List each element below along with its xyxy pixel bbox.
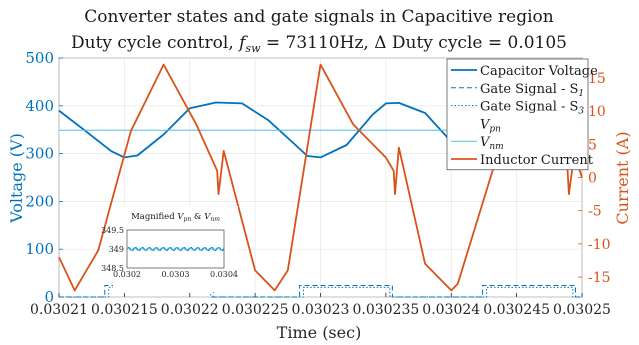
legend-label: Vpn <box>480 117 501 134</box>
x-tick-label: 0.03025 <box>553 302 611 318</box>
x-tick-label: 0.030215 <box>91 302 158 318</box>
y-axis-label-left: Voltage (V) <box>7 133 26 224</box>
x-axis-label: Time (sec) <box>277 323 362 342</box>
y-tick-label-right: 5 <box>588 137 597 153</box>
x-tick-label: 0.03022 <box>161 302 219 318</box>
tick-labels: 0.03021 0.030215 0.03022 0.030225 0.03023 0.0… <box>25 49 611 318</box>
y-tick-label-left: 500 <box>25 49 54 67</box>
inset-y-tick-label: 348.5 <box>101 264 124 273</box>
series-gate-signal-s3 <box>59 286 582 298</box>
y-tick-label-left: 100 <box>25 240 54 258</box>
chart-title: Converter states and gate signals in Cap… <box>84 7 553 27</box>
x-tick-label: 0.03024 <box>422 302 480 318</box>
x-tick-label: 0.030235 <box>352 302 419 318</box>
legend-label: Inductor Current <box>480 153 594 168</box>
inset-x-tick-label: 0.0302 <box>113 270 141 279</box>
y-tick-label-left: 300 <box>25 145 54 163</box>
legend-box <box>446 58 589 171</box>
y-tick-label-right: 0 <box>588 171 597 187</box>
y-tick-label-right: -10 <box>588 237 611 253</box>
y-tick-label-right: 10 <box>588 104 606 120</box>
inset-y-tick-label: 349 <box>109 245 124 254</box>
legend-label: Gate Signal - S1 <box>480 82 584 99</box>
chart-subtitle: Duty cycle control, fsw = 73110Hz, Δ Dut… <box>71 33 567 55</box>
inset-y-tick-label: 349.5 <box>101 226 124 235</box>
inset-x-tick-label: 0.0304 <box>210 270 238 279</box>
x-tick-label: 0.03021 <box>30 302 88 318</box>
y-axis-label-right: Current (A) <box>613 131 632 224</box>
inset-series-vnm <box>126 247 225 251</box>
y-tick-label-right: -5 <box>588 204 602 220</box>
y-tick-label-left: 0 <box>44 288 54 306</box>
y-tick-label-left: 400 <box>25 97 54 115</box>
inset-title: Magnified Vpn & Vnm <box>131 212 220 223</box>
y-tick-label-left: 200 <box>25 192 54 210</box>
x-tick-label: 0.03023 <box>292 302 350 318</box>
x-tick-label: 0.030225 <box>222 302 289 318</box>
y-tick-label-right: -15 <box>588 270 611 286</box>
legend-label: Vnm <box>480 135 504 152</box>
legend-label: Capacitor Voltage <box>480 64 598 79</box>
legend-label: Gate Signal - S3 <box>480 100 584 117</box>
y-tick-label-right: 15 <box>588 71 606 87</box>
inset-plot: Magnified Vpn & Vnm 349.5 349 348.50.0302 0.… <box>101 206 238 292</box>
inset-x-tick-label: 0.0303 <box>162 270 190 279</box>
x-tick-label: 0.030245 <box>483 302 550 318</box>
